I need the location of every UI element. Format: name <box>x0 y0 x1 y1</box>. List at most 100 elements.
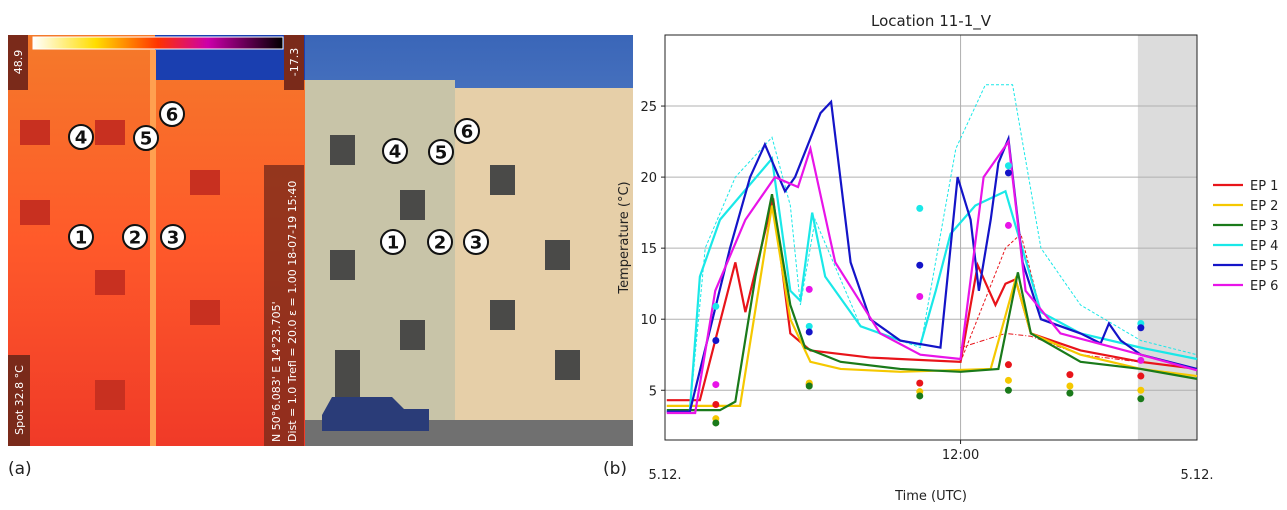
measurement-point <box>805 328 813 336</box>
y-tick-label: 5 <box>649 384 657 399</box>
measurement-point <box>712 337 720 345</box>
marker-circle <box>382 138 408 164</box>
marker-circle <box>463 229 489 255</box>
x-date-label: 5.12. <box>1180 468 1213 483</box>
series-line <box>666 99 1198 413</box>
point-marker: 6 <box>159 101 185 127</box>
legend-label: EP 6 <box>1250 279 1278 294</box>
marker-label: 5 <box>435 143 448 164</box>
marker-label: 6 <box>166 105 179 126</box>
marker-label: 3 <box>167 228 180 249</box>
marker-circle <box>380 229 406 255</box>
markers: 1 2 34 561 2 34 56 <box>68 101 489 255</box>
marker-circle <box>133 125 159 151</box>
measurement-point <box>1004 376 1012 384</box>
measurement-point <box>1066 389 1074 397</box>
point-marker: 5 <box>428 139 454 165</box>
measurement-point <box>1004 361 1012 369</box>
measurement-point <box>805 382 813 390</box>
shaded-region <box>1137 35 1197 440</box>
measurement-point <box>712 400 720 408</box>
marker-circle <box>159 101 185 127</box>
measurement-point <box>1066 382 1074 390</box>
reference-line <box>960 332 1198 370</box>
measurement-point <box>1137 386 1145 394</box>
marker-circle <box>160 224 186 250</box>
measurement-point <box>1137 356 1145 364</box>
thermal-image: 48.9 -17.3 Spot 32.8 °C N 50°6.083' E 14… <box>8 35 305 446</box>
point-marker: 4 <box>382 138 408 164</box>
marker-label: 3 <box>470 233 483 254</box>
camera-info: Dist = 1.0 Trefl = 20.0 ε = 1.00 18-07-1… <box>286 181 299 442</box>
scale-min: -17.3 <box>288 48 301 76</box>
marker-circle <box>122 224 148 250</box>
legend-label: EP 1 <box>1250 179 1278 194</box>
measurement-point <box>1004 162 1012 170</box>
scale-max: 48.9 <box>12 50 25 75</box>
point-marker: 5 <box>133 125 159 151</box>
y-tick-label: 20 <box>640 171 657 186</box>
marker-label: 4 <box>389 142 402 163</box>
measurement-point <box>916 379 924 387</box>
measurement-point <box>1066 371 1074 379</box>
marker-label: 4 <box>75 128 88 149</box>
point-marker: 6 <box>454 118 480 144</box>
spot-reading: Spot 32.8 °C <box>13 365 26 435</box>
x-date-label: 5.12. <box>648 468 681 483</box>
measurement-point <box>1137 372 1145 380</box>
measurement-point <box>712 302 720 310</box>
chart-title: Location 11-1_V <box>871 12 992 31</box>
measurement-point <box>1004 221 1012 229</box>
marker-label: 5 <box>140 129 153 150</box>
marker-circle <box>68 124 94 150</box>
legend-label: EP 3 <box>1250 219 1278 234</box>
measurement-point <box>916 204 924 212</box>
measurement-point <box>1137 324 1145 332</box>
series-line <box>666 205 1198 407</box>
series-line <box>666 138 1198 415</box>
y-tick-label: 10 <box>640 313 657 328</box>
point-marker: 1 <box>68 224 94 250</box>
measurement-point <box>1004 169 1012 177</box>
measurement-point <box>916 292 924 300</box>
marker-circle <box>68 224 94 250</box>
panel-label: (a) <box>8 459 32 479</box>
measurement-point <box>1004 386 1012 394</box>
marker-label: 6 <box>461 122 474 143</box>
marker-label: 2 <box>434 233 447 254</box>
reference-line <box>960 233 1042 363</box>
measurement-point <box>805 322 813 330</box>
series-line <box>666 198 1198 402</box>
legend-label: EP 4 <box>1250 239 1278 254</box>
marker-circle <box>427 229 453 255</box>
point-marker: 2 <box>122 224 148 250</box>
measurement-point <box>712 419 720 427</box>
panel-label: (b) <box>603 459 627 479</box>
chart: 5 10 15 20 25 12:00 5.12. 5.12. Location 11-1_V T… <box>617 12 1278 504</box>
point-marker: 3 <box>160 224 186 250</box>
marker-label: 1 <box>75 228 88 249</box>
measurement-point <box>1137 395 1145 403</box>
y-tick-label: 25 <box>640 100 657 115</box>
x-tick-label: 12:00 <box>942 448 979 463</box>
gps-readout: N 50°6.083' E 14°23.705' <box>270 301 283 442</box>
legend-label: EP 5 <box>1250 259 1278 274</box>
marker-circle <box>428 139 454 165</box>
marker-label: 2 <box>129 228 142 249</box>
measurement-point <box>916 261 924 269</box>
point-marker: 4 <box>68 124 94 150</box>
legend-label: EP 2 <box>1250 199 1278 214</box>
marker-label: 1 <box>387 233 400 254</box>
x-axis-label: Time (UTC) <box>894 489 967 504</box>
measurement-point <box>916 392 924 400</box>
measurement-point <box>712 381 720 389</box>
point-marker: 3 <box>463 229 489 255</box>
point-marker: 1 <box>380 229 406 255</box>
plot-frame <box>664 34 1198 441</box>
measurement-point <box>805 285 813 293</box>
y-axis-label: Temperature (°C) <box>617 181 632 294</box>
marker-circle <box>454 118 480 144</box>
point-marker: 2 <box>427 229 453 255</box>
y-tick-label: 15 <box>640 242 657 257</box>
